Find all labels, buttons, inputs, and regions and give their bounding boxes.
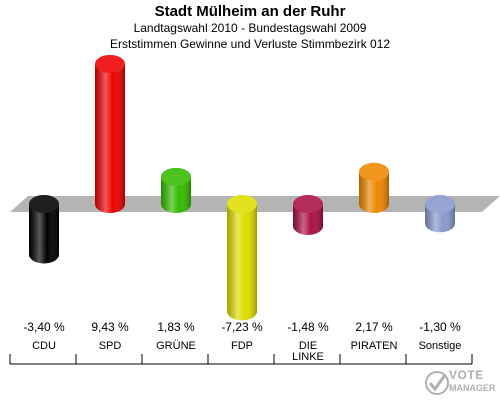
bar-bottom-shade [359,195,389,213]
bar-1 [95,54,223,213]
bar-2 [161,167,226,213]
vote-manager-logo [425,371,449,395]
category-label: LINKE [292,351,324,363]
bar-top-cap [161,167,191,186]
bar-4 [293,195,323,235]
bar-bottom-shade [29,245,59,264]
bar-top-highlight [227,195,257,213]
bar-top-cap [359,162,389,181]
category-label: GRÜNE [156,340,196,352]
bar-top-highlight [29,195,59,213]
bar-shading [227,204,257,312]
category-label: CDU [32,340,56,352]
bar-3 [227,195,257,321]
bar-5 [359,162,427,213]
category-label: SPD [99,340,122,352]
value-label: 1,83 % [157,320,195,334]
value-label: 9,43 % [91,320,129,334]
bar-bottom-shade [425,214,455,233]
chart-title: Stadt Mülheim an der Ruhr [154,3,346,20]
logo-text-vote: VOTE [449,368,484,382]
bar-top-cap [227,195,257,213]
bar-bottom-shade [161,195,191,213]
bar-top-cap [95,54,125,73]
bar-bottom-shade [227,302,257,321]
bar-top-highlight [425,195,455,213]
category-label: PIRATEN [351,340,398,352]
category-label: FDP [231,340,253,352]
bar-0 [29,195,59,264]
value-label: -7,23 % [221,320,263,334]
bar-top-highlight [95,54,125,73]
value-label: -3,40 % [23,320,65,334]
value-label: 2,17 % [355,320,393,334]
category-axis [9,354,473,365]
bar-top-highlight [161,167,191,186]
category-label: DIE [299,340,317,352]
chart-subtitle: Landtagswahl 2010 - Bundestagswahl 2009 [133,21,367,35]
value-label: -1,48 % [287,320,329,334]
logo-text-manager: MANAGER [449,383,496,393]
bar-top-highlight [359,162,389,181]
bar-shading [95,63,125,204]
bar-bottom-shade [293,216,323,235]
bar-top-cap [29,195,59,213]
bar-6 [425,195,455,233]
bar-top-cap [425,195,455,213]
value-label: -1,30 % [419,320,461,334]
bar-top-highlight [293,195,323,213]
bar-bottom-shade [95,195,125,213]
bar-top-cap [293,195,323,213]
category-label: Sonstige [419,340,462,352]
chart-subtitle-2: Erststimmen Gewinne und Verluste Stimmbe… [109,37,391,51]
